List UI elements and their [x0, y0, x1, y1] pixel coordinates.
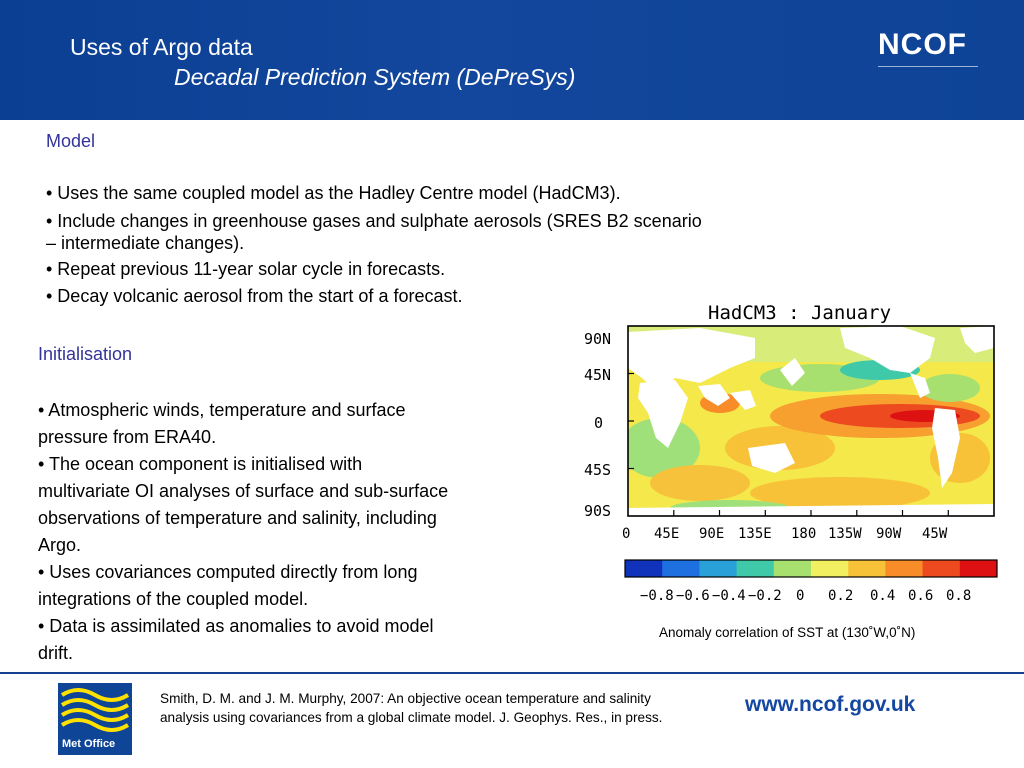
slide-subtitle: Decadal Prediction System (DePreSys) — [174, 64, 576, 90]
lon-label-135e: 135E — [738, 526, 772, 542]
colorbar-segment — [959, 560, 998, 577]
footer-divider — [0, 672, 1024, 674]
lon-label-90w: 90W — [876, 526, 902, 542]
lat-label-45s: 45S — [584, 461, 611, 479]
lat-label-90n: 90N — [584, 330, 611, 348]
model-bullet-2-cont: – intermediate changes). — [46, 233, 245, 253]
model-bullet-1: • Uses the same coupled model as the Had… — [46, 183, 621, 203]
colorbar-segment — [625, 560, 663, 577]
lon-label-135w: 135W — [828, 526, 862, 542]
init-line-8: integrations of the coupled model. — [38, 589, 309, 609]
init-line-4: multivariate OI analyses of surface and … — [38, 481, 449, 501]
model-bullet-4: • Decay volcanic aerosol from the start … — [46, 286, 463, 306]
cbar-label-0: 0 — [796, 588, 804, 604]
init-line-7: • Uses covariances computed directly fro… — [38, 562, 418, 582]
colorbar-segment — [811, 560, 849, 577]
lat-label-45n: 45N — [584, 366, 611, 384]
colorbar-segment — [699, 560, 738, 577]
colorbar-segment — [922, 560, 961, 577]
init-line-6: Argo. — [38, 535, 82, 555]
colorbar-segment — [662, 560, 700, 577]
header-bar: Uses of Argo data Decadal Prediction Sys… — [0, 0, 1024, 120]
cbar-label-08: 0.8 — [946, 588, 971, 604]
model-heading: Model — [46, 131, 96, 151]
cbar-label-m08: −0.8 — [640, 588, 674, 604]
lon-label-45e: 45E — [654, 526, 679, 542]
initialisation-bullets: • Atmospheric winds, temperature and sur… — [38, 397, 448, 667]
map-caption: Anomaly correlation of SST at (130˚W,0˚N… — [659, 625, 916, 640]
model-bullets: • Uses the same coupled model as the Had… — [46, 180, 702, 310]
ncof-logo: NCOF — [878, 28, 967, 61]
sst-correlation-map: HadCM3 : January — [580, 298, 1000, 608]
init-line-5: observations of temperature and salinity… — [38, 508, 437, 528]
colorbar-segment — [885, 560, 924, 577]
cbar-label-m04: −0.4 — [712, 588, 746, 604]
cbar-label-m06: −0.6 — [676, 588, 710, 604]
map-title: HadCM3 : January — [708, 302, 891, 324]
initialisation-heading: Initialisation — [38, 344, 133, 364]
cbar-label-m02: −0.2 — [748, 588, 782, 604]
colorbar-segment — [848, 560, 886, 577]
slide-title: Uses of Argo data — [70, 34, 253, 60]
colorbar-segment — [736, 560, 775, 577]
model-bullet-3: • Repeat previous 11-year solar cycle in… — [46, 259, 446, 279]
lon-label-180: 180 — [791, 526, 816, 542]
cbar-label-06: 0.6 — [908, 588, 933, 604]
met-office-label: Met Office — [62, 738, 116, 750]
met-office-logo: Met Office — [58, 683, 132, 755]
init-line-9: • Data is assimilated as anomalies to av… — [38, 616, 434, 636]
lat-label-90s: 90S — [584, 502, 611, 520]
colorbar-segment — [773, 560, 812, 577]
wave-icon — [60, 688, 130, 732]
cbar-label-02: 0.2 — [828, 588, 853, 604]
model-bullet-2: • Include changes in greenhouse gases an… — [46, 211, 702, 231]
init-line-3: • The ocean component is initialised wit… — [38, 454, 363, 474]
cbar-label-04: 0.4 — [870, 588, 895, 604]
lon-label-45w: 45W — [922, 526, 948, 542]
lon-label-90e: 90E — [699, 526, 724, 542]
colorbar — [625, 560, 998, 577]
logo-underline — [878, 66, 978, 67]
lon-label-0: 0 — [622, 526, 630, 542]
init-line-1: • Atmospheric winds, temperature and sur… — [38, 400, 406, 420]
lat-label-0: 0 — [594, 414, 603, 432]
init-line-10: drift. — [38, 643, 74, 663]
website-link[interactable]: www.ncof.gov.uk — [745, 693, 916, 716]
init-line-2: pressure from ERA40. — [38, 427, 217, 447]
reference-text: Smith, D. M. and J. M. Murphy, 2007: An … — [160, 691, 663, 725]
